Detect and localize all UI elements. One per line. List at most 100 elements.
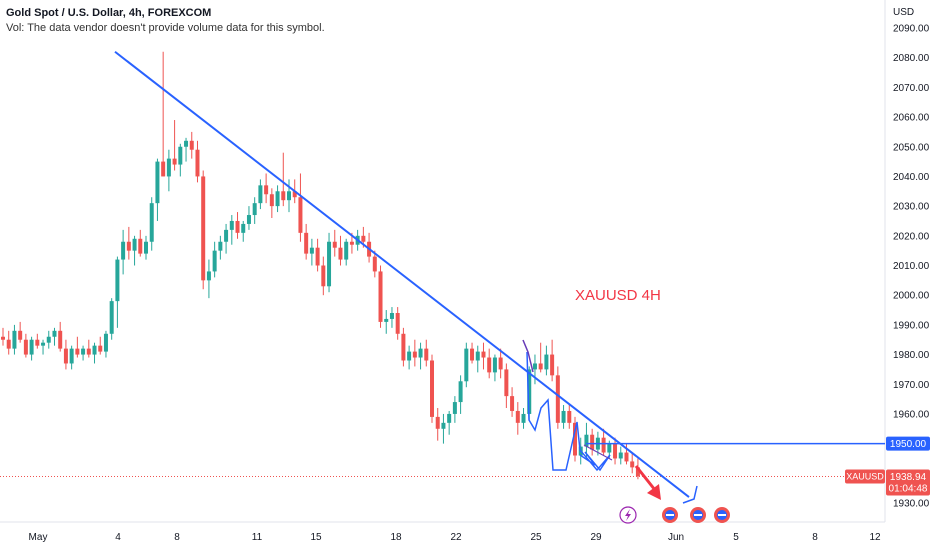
candle-body	[35, 339, 40, 346]
candle-body	[189, 140, 194, 150]
currency-label: USD	[893, 7, 914, 18]
candle-body	[149, 203, 154, 242]
candle-body	[58, 330, 63, 349]
last-price-tag[interactable]	[886, 469, 930, 496]
time-ticks[interactable]: May 4 8 11 15 18 22 25 29 Jun 5 8 12	[29, 532, 881, 543]
price-tick-label: 1980.00	[893, 350, 930, 361]
time-tick-label: 11	[252, 532, 263, 543]
symbol-tag[interactable]	[845, 469, 885, 484]
candle-body	[275, 191, 280, 207]
candle-body	[235, 220, 240, 233]
candle-body	[458, 381, 463, 403]
us-flag-icon[interactable]	[690, 507, 706, 523]
price-tick-label: 2010.00	[893, 261, 930, 272]
candle-body	[304, 232, 309, 254]
candle-body	[555, 375, 560, 423]
symbol-tag-text: XAUUSD	[846, 471, 884, 481]
candle-body	[46, 336, 51, 343]
candle-body	[504, 369, 509, 397]
candle-body	[201, 176, 206, 281]
candle-body	[532, 363, 537, 370]
price-tick-label: 1970.00	[893, 380, 930, 391]
candle-body	[252, 203, 257, 216]
candle-body	[492, 357, 497, 373]
price-tags[interactable]: 1950.00 XAUUSD 1938.94 01:04:48	[845, 436, 930, 496]
chart-header: Gold Spot / U.S. Dollar, 4h, FOREXCOM Vo…	[6, 6, 325, 36]
candle-body	[298, 197, 303, 233]
target-drawing[interactable]	[682, 485, 698, 504]
candle-body	[6, 339, 11, 349]
candle-body	[481, 351, 486, 358]
level-price-tag[interactable]	[886, 436, 930, 451]
candle-body	[601, 437, 606, 453]
candle-body	[635, 467, 640, 477]
candle-body	[510, 396, 515, 411]
price-tick-label: 2080.00	[893, 53, 930, 64]
candle-body	[121, 241, 126, 260]
candle-body	[349, 241, 354, 245]
candle-body	[63, 348, 68, 364]
candle-body	[246, 215, 251, 224]
economic-events[interactable]	[619, 506, 730, 524]
price-tick-label: 1930.00	[893, 499, 930, 510]
chart-annotation[interactable]: XAUUSD 4H	[575, 287, 661, 304]
last-price-text: 1938.94	[890, 472, 927, 483]
time-tick-label: 5	[733, 532, 739, 543]
lightning-icon[interactable]	[619, 506, 637, 524]
us-flag-icon[interactable]	[714, 507, 730, 523]
time-tick-label: 15	[310, 532, 322, 543]
candle-body	[412, 351, 417, 358]
level-price-tag-text: 1950.00	[890, 439, 927, 450]
candle-body	[332, 241, 337, 248]
time-tick-label: 29	[590, 532, 602, 543]
candle-body	[138, 238, 143, 254]
candle-body	[378, 271, 383, 322]
down-arrow-head[interactable]	[647, 484, 661, 500]
pattern-start-mark[interactable]	[522, 339, 534, 373]
candle-body	[441, 422, 446, 429]
candle-body	[435, 416, 440, 429]
candle-body	[292, 191, 297, 198]
candle-body	[269, 194, 274, 207]
candle-body	[212, 250, 217, 272]
candle-body	[590, 434, 595, 450]
price-tick-label: 1990.00	[893, 320, 930, 331]
candle-body	[327, 241, 332, 287]
candle-body	[418, 348, 423, 358]
candle-body	[287, 191, 291, 201]
candle-body	[464, 348, 469, 382]
candle-body	[109, 301, 114, 334]
price-ticks[interactable]: 2090.00 2080.00 2070.00 2060.00 2050.00 2040.…	[893, 24, 930, 510]
candle-body	[607, 443, 612, 453]
candles	[1, 51, 640, 480]
pattern-drawing[interactable]	[526, 351, 611, 472]
candle-body	[613, 443, 618, 459]
candle-body	[1, 336, 5, 340]
price-tick-label: 2090.00	[893, 24, 930, 35]
candle-body	[75, 348, 80, 355]
candle-body	[206, 271, 211, 281]
candle-body	[338, 247, 343, 260]
candle-body	[218, 241, 223, 251]
symbol-title[interactable]: Gold Spot / U.S. Dollar, 4h, FOREXCOM	[6, 7, 212, 19]
candle-body	[229, 220, 234, 230]
candle-body	[155, 161, 160, 204]
price-tick-label: 2040.00	[893, 172, 930, 183]
time-tick-label: Jun	[668, 532, 684, 543]
trendline[interactable]	[114, 50, 690, 498]
candle-body	[384, 318, 389, 322]
pattern-inner-line[interactable]	[583, 444, 613, 461]
price-tick-label: 2070.00	[893, 83, 930, 94]
us-flag-icon[interactable]	[662, 507, 678, 523]
down-arrow-shaft[interactable]	[634, 465, 657, 491]
candle-body	[52, 330, 57, 337]
candle-body	[81, 348, 86, 355]
candle-body	[184, 140, 189, 147]
price-tick-label: 2000.00	[893, 291, 930, 302]
drawings: XAUUSD 4H	[0, 50, 885, 504]
candle-body	[515, 410, 520, 423]
candle-body	[561, 410, 566, 423]
candle-body	[447, 413, 452, 423]
price-tick-label: 2020.00	[893, 231, 930, 242]
